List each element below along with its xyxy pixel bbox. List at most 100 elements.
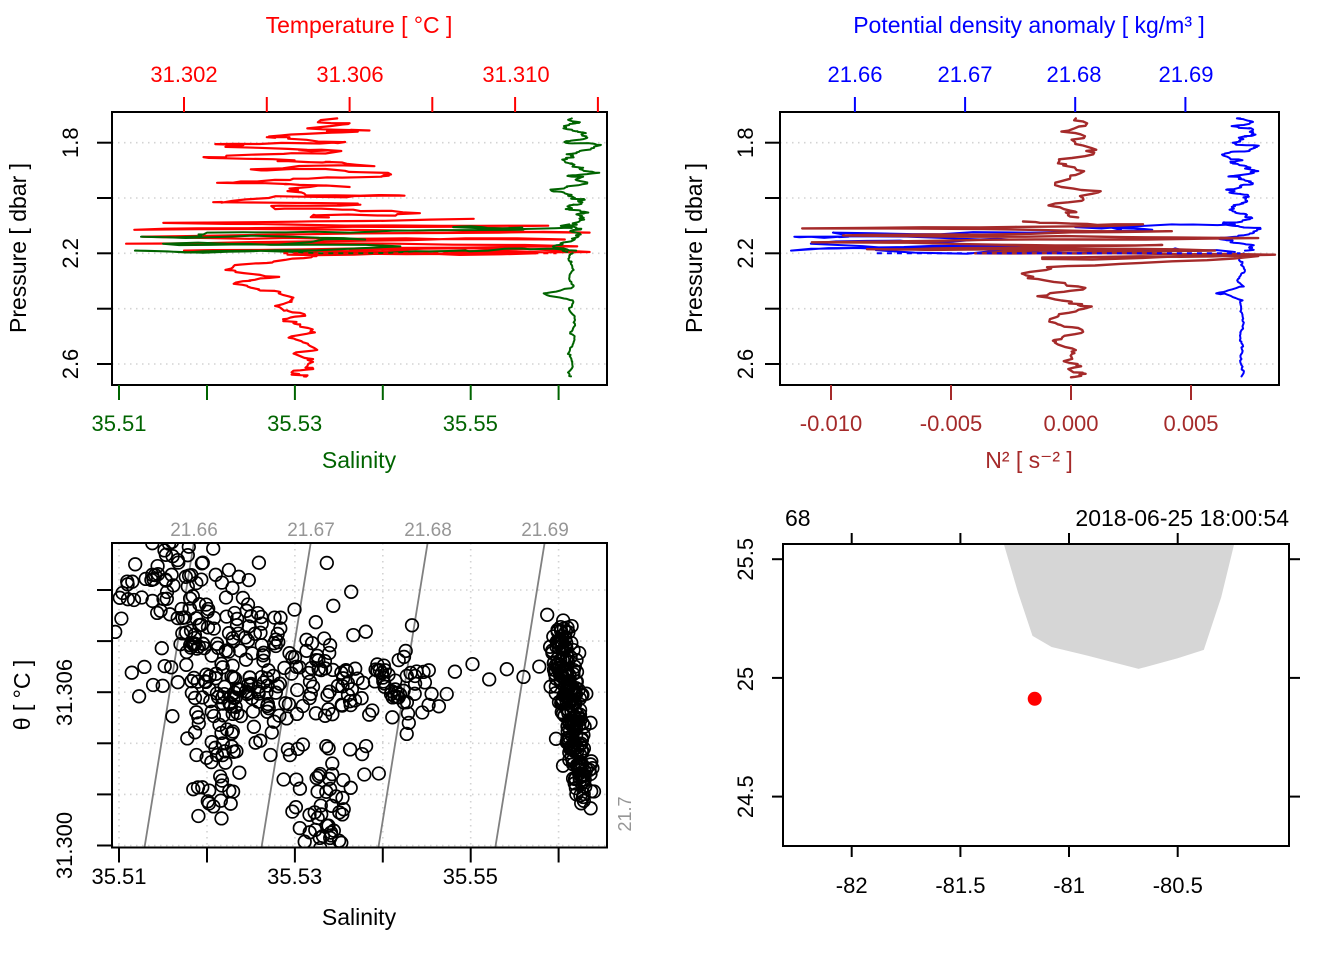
ts-point — [170, 675, 186, 690]
ts-point — [383, 686, 399, 702]
ts-point — [223, 699, 239, 714]
ts-point — [150, 605, 165, 621]
land-polygon — [1003, 544, 1235, 669]
station-dot — [1027, 691, 1042, 706]
ts-point — [567, 723, 582, 738]
ts-point — [204, 648, 219, 663]
ts-point — [336, 772, 351, 788]
ts-point — [297, 834, 312, 848]
tr-data — [790, 117, 1277, 379]
ts-point — [231, 569, 246, 584]
ts-point — [574, 731, 590, 746]
ts-point — [185, 589, 200, 604]
ts-point — [177, 610, 193, 625]
ts-point — [550, 656, 566, 671]
tr-n2-axis-label: N² [ s⁻² ] — [985, 447, 1073, 473]
tl-top-tick-label: 31.302 — [150, 62, 217, 87]
ts-point — [385, 710, 400, 725]
ts-point — [344, 584, 359, 599]
ts-point — [156, 591, 171, 607]
ts-point — [194, 572, 209, 587]
tl-left-tick-label: 1.8 — [58, 127, 83, 158]
ts-point — [358, 738, 374, 754]
series-density-descent — [1215, 252, 1246, 378]
ts-point — [238, 630, 253, 645]
bl-left-tick-label: 31.306 — [52, 659, 77, 726]
ts-point — [134, 590, 149, 605]
ts-point — [186, 670, 202, 686]
ts-point — [253, 625, 268, 640]
ts-point — [586, 784, 602, 799]
ts-point — [259, 671, 275, 686]
ts-point — [332, 805, 347, 820]
ts-point — [322, 684, 337, 699]
ts-point — [308, 615, 323, 630]
ts-point — [326, 823, 341, 838]
ts-point — [242, 670, 257, 685]
ts-point — [568, 771, 583, 786]
ts-point — [190, 674, 205, 689]
ts-point — [267, 610, 282, 625]
ts-point — [219, 609, 234, 624]
ts-point — [214, 773, 230, 788]
ts-point — [214, 656, 229, 671]
ts-point — [399, 726, 414, 742]
ts-chain-point — [447, 664, 463, 679]
ts-point — [276, 772, 291, 787]
ts-point — [215, 747, 230, 763]
ts-point — [225, 724, 240, 739]
ts-point — [560, 724, 575, 739]
ts-point — [311, 661, 326, 677]
ts-point — [112, 590, 127, 605]
tr-title-density: Potential density anomaly [ kg/m³ ] — [853, 12, 1205, 38]
series-n2-descent — [1020, 254, 1260, 379]
ts-point — [415, 705, 430, 720]
ts-point — [223, 796, 238, 811]
ts-point — [285, 650, 300, 665]
ts-point — [191, 808, 206, 824]
ts-point — [251, 686, 266, 701]
ts-point — [170, 610, 185, 626]
ts-chain-point — [482, 672, 497, 687]
generated-ticks-layer — [97, 97, 1300, 863]
ts-point — [282, 646, 297, 661]
series-temperature-descent — [224, 255, 319, 378]
ts-point — [555, 706, 571, 722]
ts-point — [199, 750, 214, 765]
ts-point — [288, 800, 304, 815]
br-bottom-tick-label: -81.5 — [935, 873, 985, 898]
ts-point — [320, 688, 335, 703]
ts-point — [555, 638, 570, 653]
bl-isopycnal-label: 21.67 — [287, 520, 335, 541]
tl-bottom-tick-label: 35.53 — [267, 411, 322, 436]
tl-top-tick-label: 31.306 — [316, 62, 383, 87]
ts-point — [184, 674, 199, 689]
tl-bottom-tick-label: 35.55 — [443, 411, 498, 436]
ts-point — [289, 659, 304, 674]
ts-point — [120, 574, 135, 589]
ts-point — [370, 657, 385, 672]
ts-point — [314, 807, 329, 822]
ts-point — [187, 630, 202, 646]
ts-point — [285, 804, 300, 819]
ts-point — [325, 756, 340, 771]
ts-point — [215, 736, 230, 751]
br-bottom-tick-label: -81 — [1053, 873, 1085, 898]
tl-pressure-axis-label: Pressure [ dbar ] — [5, 163, 31, 333]
ts-point — [221, 562, 237, 578]
bl-left-tick-label: 31.300 — [52, 812, 77, 879]
ts-point — [354, 746, 370, 762]
ts-point — [287, 602, 302, 617]
ts-point — [194, 617, 209, 632]
ts-point — [540, 607, 555, 622]
ts-point — [155, 678, 170, 693]
ts-point — [569, 787, 584, 802]
ts-point — [317, 631, 332, 646]
bl-isopycnal-label: 21.69 — [521, 520, 569, 541]
ts-point — [431, 699, 447, 714]
ts-point — [191, 716, 206, 731]
ts-point — [209, 747, 225, 763]
ts-point — [261, 663, 276, 678]
ts-point — [381, 667, 396, 682]
